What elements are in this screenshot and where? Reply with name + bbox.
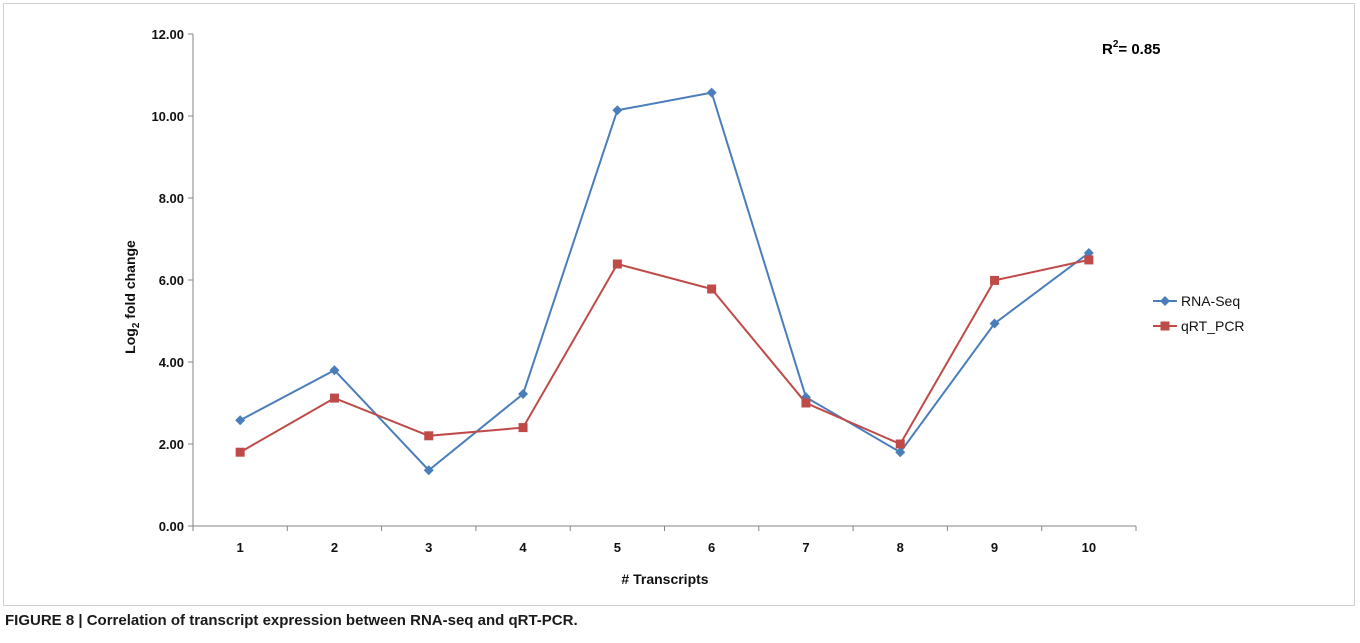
data-point	[235, 447, 245, 457]
data-point	[329, 365, 340, 376]
series-line	[239, 91, 1090, 472]
x-tick-label: 2	[331, 540, 338, 555]
data-point	[612, 259, 622, 269]
figure-caption: FIGURE 8 | Correlation of transcript exp…	[5, 612, 578, 629]
legend-item: RNA-Seq	[1153, 293, 1240, 309]
series-line	[239, 258, 1090, 454]
y-axis-title: Log2 fold change	[122, 240, 142, 354]
x-tick-label: 8	[897, 540, 904, 555]
data-point	[424, 431, 434, 441]
data-point	[895, 439, 905, 449]
data-point	[612, 105, 623, 116]
x-tick-label: 4	[519, 540, 527, 555]
x-tick-label: 3	[425, 540, 432, 555]
legend-marker	[1160, 296, 1170, 306]
data-point	[707, 284, 717, 294]
data-point	[990, 275, 1000, 285]
series-rna-seq	[235, 87, 1094, 476]
x-tick-label: 1	[237, 540, 244, 555]
y-tick-label: 6.00	[159, 273, 184, 288]
data-point	[518, 388, 529, 399]
x-tick-label: 7	[802, 540, 809, 555]
y-tick-label: 0.00	[159, 519, 184, 534]
legend-label: qRT_PCR	[1181, 318, 1245, 334]
data-point	[1084, 255, 1094, 265]
chart-frame: 0.00 2.00 4.00 6.00 8.00 10.00 12.00 1 2 3 4 5 6 7 8 9 1…	[3, 3, 1355, 606]
data-point	[518, 423, 528, 433]
data-point	[706, 87, 717, 98]
line-chart: 0.00 2.00 4.00 6.00 8.00 10.00 12.00 1 2 3 4 5 6 7 8 9 1…	[122, 27, 1245, 587]
y-tick-label: 12.00	[151, 27, 184, 42]
y-tick-label: 10.00	[151, 109, 184, 124]
legend-item: qRT_PCR	[1153, 318, 1245, 334]
x-tick-label: 10	[1082, 540, 1096, 555]
x-tick-label: 6	[708, 540, 715, 555]
data-point	[423, 465, 434, 476]
data-point	[801, 398, 811, 408]
x-tick-label: 5	[614, 540, 621, 555]
y-tick-label: 2.00	[159, 437, 184, 452]
x-tick-label: 9	[991, 540, 998, 555]
legend-label: RNA-Seq	[1181, 293, 1240, 309]
x-axis-title: # Transcripts	[621, 571, 708, 587]
y-tick-label: 4.00	[159, 355, 184, 370]
legend: RNA-Seq qRT_PCR	[1153, 293, 1245, 334]
y-tick-label: 8.00	[159, 191, 184, 206]
series-layer	[235, 87, 1094, 476]
data-point	[235, 415, 246, 426]
data-point	[989, 318, 1000, 329]
data-point	[895, 447, 906, 458]
axes: 0.00 2.00 4.00 6.00 8.00 10.00 12.00 1 2 3 4 5 6 7 8 9 1…	[151, 27, 1137, 555]
legend-marker	[1160, 321, 1170, 331]
data-point	[329, 393, 339, 403]
series-qrt-pcr	[235, 255, 1094, 457]
r-squared-annotation: R2= 0.85	[1102, 39, 1161, 58]
